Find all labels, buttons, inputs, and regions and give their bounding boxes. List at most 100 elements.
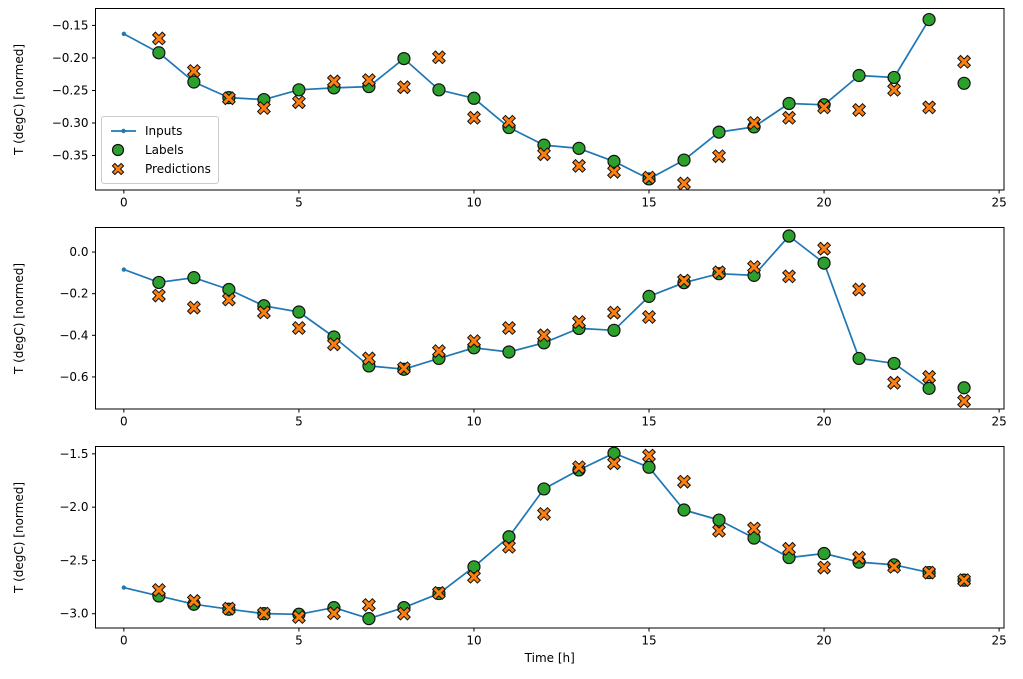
plots-group: 0 5 10 15 20 25−0.15−0.20−0.25−0.30−0.350 5 10 1… [52,8,1007,648]
x-tick-label: 15 [641,634,656,648]
labels-point [712,513,726,527]
predictions-point [817,100,832,115]
predictions-point [887,82,902,97]
y-tick-label: −0.30 [52,116,89,130]
line-dot-icon [111,128,136,134]
predictions-point [501,320,517,336]
x-tick-label: 25 [991,415,1006,429]
labels-point [957,381,971,395]
predictions-point [256,100,271,116]
x-tick-label: 0 [120,634,128,648]
predictions-point [361,73,376,88]
legend-item-labels: Labels [110,141,210,159]
predictions-point [676,273,692,288]
predictions-point [256,606,271,621]
labels-point [187,271,201,285]
labels-point [852,351,866,366]
predictions-point [606,456,622,471]
predictions-point [536,328,552,343]
predictions-point [221,292,236,307]
labels-point [152,46,166,60]
y-tick-label: −0.15 [52,18,89,32]
predictions-point [852,102,867,118]
legend-item-predictions: Predictions [110,160,211,178]
x-tick-label: 0 [120,415,128,429]
predictions-point [326,337,341,352]
labels-point [502,345,516,359]
x-tick-label: 15 [641,415,656,429]
labels-point [852,68,866,83]
predictions-point [922,565,937,580]
predictions-point [221,91,236,106]
predictions-point [571,314,587,330]
predictions-point [396,80,411,95]
predictions-point [711,149,727,164]
x-tick-label: 15 [641,196,656,210]
labels-point [292,305,306,319]
predictions-point [466,334,482,349]
labels-point [607,446,621,460]
labels-point [292,83,306,97]
predictions-point [852,282,867,297]
predictions-point [501,539,517,554]
labels-point [782,229,796,243]
x-tick-label: 5 [295,634,303,648]
x-tick-label: 20 [816,196,831,210]
predictions-point [746,521,762,536]
labels-point [712,125,726,139]
inputs-point [121,585,127,590]
y-axis-label-subplot-1: T (degC) [normed] [12,44,26,156]
labels-point [572,141,586,155]
predictions-point [746,115,762,131]
predictions-point [571,460,587,475]
predictions-point [571,158,587,173]
predictions-point [957,54,972,69]
predictions-point [326,74,341,89]
predictions-point [606,164,622,179]
labels-point [152,275,166,290]
predictions-point [887,375,902,390]
predictions-point [817,560,832,575]
predictions-point [501,114,517,129]
predictions-point [361,351,376,366]
x-icon [111,162,125,176]
labels-point [817,256,831,270]
predictions-point [922,369,937,384]
x-tick-label: 20 [816,634,831,648]
subplot-1: 0 5 10 15 20 25 −0.15 −0.20 −0.25 −0.30 −0.35 [52,8,1007,210]
predictions-point [676,176,692,191]
predictions-point [466,569,482,584]
labels-point [887,356,901,371]
labels-point [397,51,411,66]
predictions-point [781,541,797,556]
labels-point [677,153,691,167]
labels-point [642,289,656,303]
y-axis-label-subplot-2: T (degC) [normed] [12,263,26,375]
legend-item-inputs: Inputs [110,122,210,140]
predictions-point [291,95,306,110]
predictions-point [151,582,166,598]
labels-point [782,96,796,111]
legend-label: Predictions [145,162,211,176]
predictions-point [326,606,341,621]
x-tick-label: 5 [295,196,303,210]
predictions-point [536,506,552,522]
y-tick-label: −3.0 [59,607,88,621]
inputs-line [123,19,930,180]
labels-point [642,460,656,474]
legend: Inputs Labels Predictions [101,116,219,184]
x-tick-label: 10 [466,196,481,210]
labels-point [467,560,481,574]
predictions-point [641,448,657,463]
x-tick-label: 5 [295,415,303,429]
x-axis-label: Time [h] [524,651,575,665]
predictions-point [291,320,306,336]
labels-point [887,70,901,85]
labels-point [607,323,621,337]
predictions-point [957,573,972,588]
predictions-point [746,259,762,275]
predictions-point [781,269,797,284]
predictions-point [711,523,727,538]
predictions-point [676,474,692,489]
predictions-point [887,559,902,574]
